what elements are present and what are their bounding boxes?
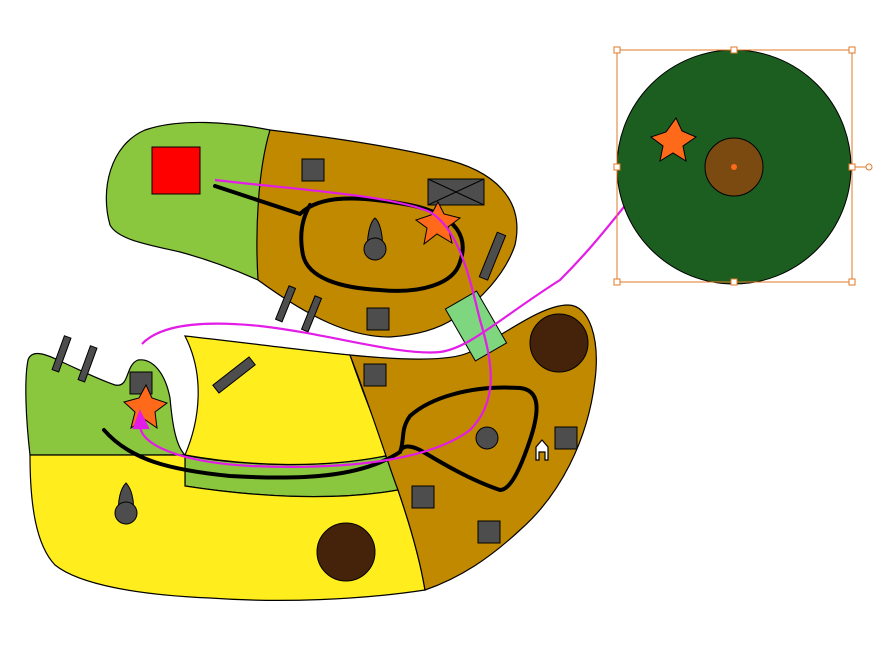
wall-segment-lower-left-a[interactable] [51, 335, 72, 373]
route-arrowhead-lower [132, 409, 150, 430]
lower-yellow-upper-field[interactable] [183, 335, 391, 466]
building-lower-2[interactable] [363, 363, 387, 387]
resize-handle [730, 46, 738, 54]
building-lower-3[interactable] [554, 426, 578, 450]
route-upper [138, 178, 492, 468]
wall-segment-yellow[interactable] [212, 356, 256, 394]
building-lower-4[interactable] [411, 485, 435, 509]
small-round-stone[interactable] [475, 426, 499, 450]
star-icon[interactable] [414, 200, 462, 246]
building-upper-1[interactable] [301, 158, 325, 182]
tree-icon[interactable] [363, 217, 387, 261]
star-icon[interactable] [649, 117, 698, 163]
inset-center-dot [731, 164, 737, 170]
lower-loop-road[interactable] [102, 385, 539, 493]
tree-icon[interactable] [114, 482, 138, 525]
building-upper-2[interactable] [366, 307, 390, 331]
upper-loop-road[interactable] [213, 184, 465, 293]
bridge[interactable] [444, 290, 508, 362]
wall-segment-upper-right[interactable] [478, 231, 507, 281]
building-lower-5[interactable] [477, 520, 501, 544]
resize-handle [848, 278, 856, 286]
resize-handle [613, 46, 621, 54]
rotate-handle [865, 163, 873, 171]
crossed-box-icon[interactable] [427, 178, 485, 206]
resize-handle [613, 163, 621, 171]
resize-handle [730, 278, 738, 286]
house-icon[interactable] [535, 439, 549, 461]
wall-segment-upper-a[interactable] [274, 285, 297, 323]
resize-handle [848, 163, 856, 171]
round-pond-lower-right[interactable] [529, 313, 589, 373]
wall-segment-upper-b[interactable] [300, 295, 323, 333]
red-square-marker[interactable] [151, 146, 201, 195]
resize-handle [613, 278, 621, 286]
lower-island[interactable] [25, 304, 597, 601]
upper-green-field[interactable] [105, 121, 271, 281]
upper-island[interactable] [105, 121, 518, 338]
wall-segment-lower-left-b[interactable] [77, 345, 98, 383]
resize-handle [848, 46, 856, 54]
inset-zoom[interactable] [613, 46, 873, 286]
round-pond-lower-left[interactable] [316, 522, 376, 582]
route-lower [141, 167, 657, 354]
selection-box[interactable] [613, 46, 873, 286]
